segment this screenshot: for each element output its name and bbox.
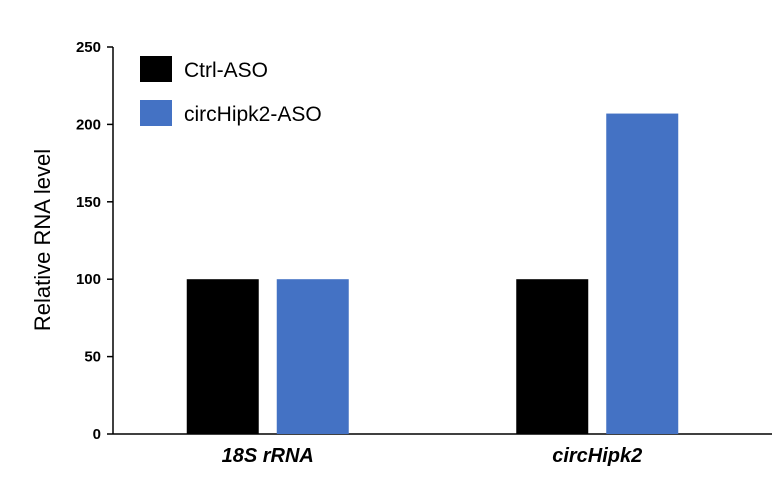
y-tick-label: 150 [76,194,101,211]
y-axis-title: Relative RNA level [30,149,55,331]
bar-circhipk2-aso-0 [276,279,349,434]
y-axis-ticks: 0 50 100 150 200 250 [76,39,113,443]
legend-label: Ctrl-ASO [184,59,268,82]
legend: Ctrl-ASO circHipk2-ASO [140,56,322,126]
bar-circhipk2-aso-1 [606,113,679,435]
bar-ctrl-aso-0 [186,279,259,434]
y-tick-label: 200 [76,116,101,133]
bars [186,113,679,435]
x-category-label: 18S rRNA [222,445,314,467]
legend-label: circHipk2-ASO [184,103,322,126]
y-tick-label: 50 [84,349,101,366]
legend-swatch [140,56,172,82]
legend-swatch [140,100,172,126]
bar-ctrl-aso-1 [516,279,589,434]
y-tick-label: 0 [93,426,101,443]
y-tick-label: 250 [76,39,101,56]
y-tick-label: 100 [76,271,101,288]
x-category-label: circHipk2 [552,445,642,467]
x-axis-category-labels: 18S rRNA circHipk2 [222,445,643,467]
